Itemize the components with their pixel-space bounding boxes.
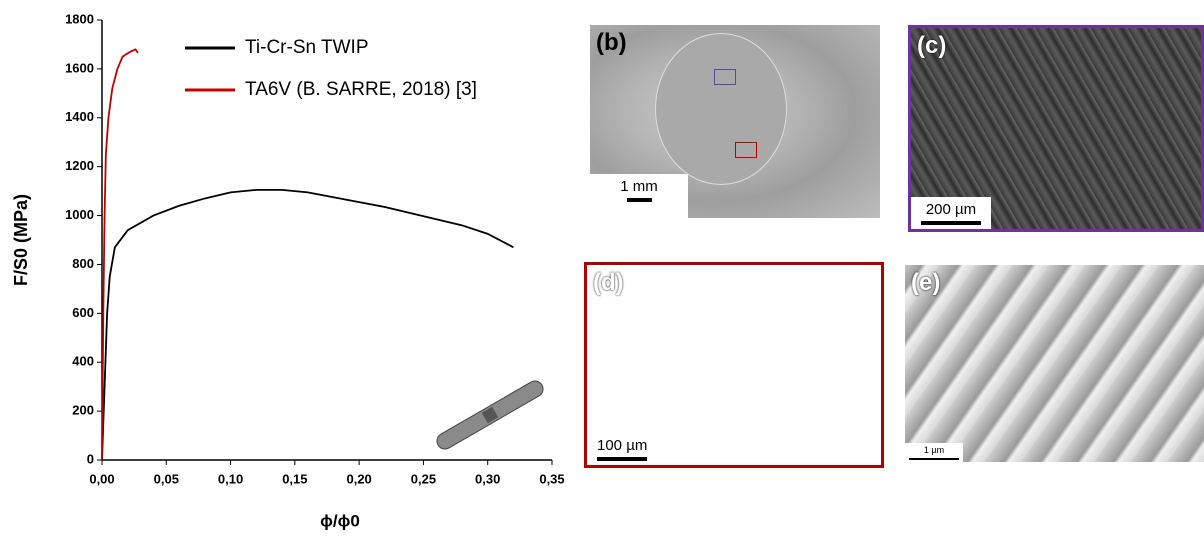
x-tick-label: 0,00 bbox=[89, 471, 114, 486]
panel-label: (b) bbox=[596, 29, 627, 57]
series-line bbox=[102, 190, 513, 460]
y-tick-label: 800 bbox=[72, 256, 94, 271]
scale-bar: 200 µm bbox=[911, 197, 991, 229]
x-tick-label: 0,25 bbox=[411, 471, 436, 486]
fracture-area bbox=[655, 33, 787, 185]
panel-c: (c) 200 µm bbox=[908, 25, 1204, 232]
scale-bar: 1 µm bbox=[905, 443, 963, 462]
y-axis-label: F/S0 (MPa) bbox=[11, 194, 31, 286]
x-tick-label: 0,20 bbox=[346, 471, 371, 486]
scale-bar-label: 1 mm bbox=[620, 178, 658, 195]
zoom-box-d bbox=[735, 142, 757, 158]
x-tick-label: 0,35 bbox=[539, 471, 564, 486]
y-tick-label: 1800 bbox=[65, 11, 94, 26]
chart: ϕ/ϕ0 F/S0 (MPa) 0 200 400 600 800 1000 1200 140… bbox=[0, 0, 580, 538]
page: ϕ/ϕ0 F/S0 (MPa) 0 200 400 600 800 1000 1200 140… bbox=[0, 0, 1204, 538]
y-tick-label: 1200 bbox=[65, 158, 94, 173]
scale-bar: 100 µm bbox=[587, 433, 657, 465]
y-tick-label: 1000 bbox=[65, 207, 94, 222]
scale-bar-label: 100 µm bbox=[597, 437, 647, 454]
x-axis-label: ϕ/ϕ0 bbox=[320, 511, 360, 530]
panel-d: (d) 100 µm bbox=[584, 262, 884, 468]
panel-label: (e) bbox=[911, 269, 940, 297]
x-tick-label: 0,05 bbox=[154, 471, 179, 486]
panel-b: (b) 1 mm bbox=[590, 25, 880, 218]
scale-bar-label: 200 µm bbox=[926, 201, 976, 218]
legend-label: TA6V (B. SARRE, 2018) [3] bbox=[245, 79, 477, 100]
y-tick-label: 1400 bbox=[65, 109, 94, 124]
panel-label: (d) bbox=[593, 269, 624, 297]
zoom-box-c bbox=[714, 69, 736, 85]
y-tick-label: 0 bbox=[87, 451, 94, 466]
specimen-icon bbox=[434, 378, 546, 452]
y-tick-label: 400 bbox=[72, 354, 94, 369]
panel-label: (c) bbox=[917, 32, 946, 60]
y-tick-label: 600 bbox=[72, 305, 94, 320]
x-tick-label: 0,30 bbox=[475, 471, 500, 486]
scale-bar-label: 1 µm bbox=[924, 445, 944, 455]
y-tick-label: 200 bbox=[72, 403, 94, 418]
y-tick-label: 1600 bbox=[65, 60, 94, 75]
panel-e: (e) 1 µm bbox=[905, 265, 1204, 462]
legend-label: Ti-Cr-Sn TWIP bbox=[245, 37, 369, 58]
series-line bbox=[102, 49, 138, 460]
scale-bar: 1 mm bbox=[590, 174, 688, 218]
x-tick-label: 0,10 bbox=[218, 471, 243, 486]
x-tick-label: 0,15 bbox=[282, 471, 307, 486]
